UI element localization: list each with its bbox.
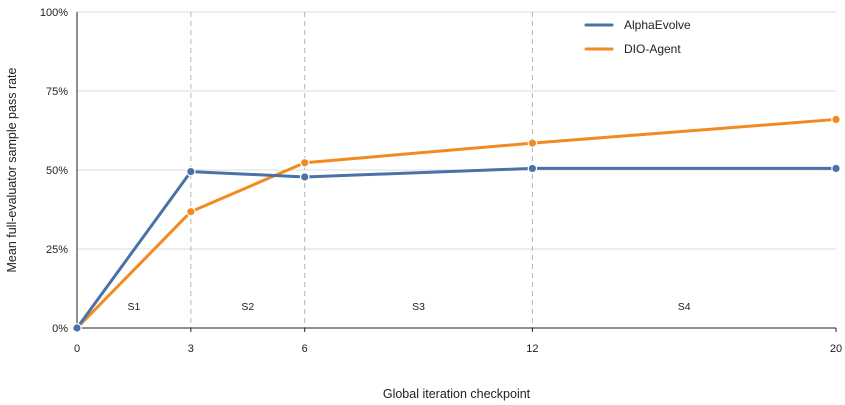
legend-label-alphaevolve: AlphaEvolve xyxy=(624,18,691,32)
stage-region-labels: S1 S2 S3 S4 xyxy=(128,301,691,313)
data-point-dio-agent xyxy=(831,114,841,125)
data-point-alphaevolve xyxy=(72,323,82,333)
x-tick-label: 20 xyxy=(830,343,842,355)
legend-item-alphaevolve: AlphaEvolve xyxy=(584,18,691,32)
gridlines xyxy=(77,11,836,250)
x-tick-label: 0 xyxy=(74,343,80,355)
series-alphaevolve xyxy=(72,163,841,333)
legend-label-dio-agent: DIO-Agent xyxy=(624,42,681,56)
legend: AlphaEvolve DIO-Agent xyxy=(584,18,691,56)
stage-label-s4: S4 xyxy=(678,301,691,313)
x-tick-label: 3 xyxy=(188,343,194,355)
y-tick-label: 25% xyxy=(46,244,68,256)
data-point-dio-agent xyxy=(186,206,196,217)
y-tick-label: 75% xyxy=(46,86,68,98)
stage-label-s1: S1 xyxy=(128,301,141,313)
series-dio-agent xyxy=(72,114,841,333)
data-point-alphaevolve xyxy=(186,166,196,177)
data-point-dio-agent xyxy=(299,157,310,168)
x-tick-labels: 0 3 6 12 20 xyxy=(74,328,842,355)
stage-label-s3: S3 xyxy=(412,301,425,313)
x-tick-label: 6 xyxy=(302,343,308,355)
x-axis-title: Global iteration checkpoint xyxy=(383,387,531,401)
stage-label-s2: S2 xyxy=(241,301,254,313)
data-point-dio-agent xyxy=(527,138,538,148)
legend-item-dio-agent: DIO-Agent xyxy=(584,42,681,56)
data-point-alphaevolve xyxy=(831,163,841,174)
y-tick-labels: 0% 25% 50% 75% 100% xyxy=(40,7,68,335)
x-tick-label: 12 xyxy=(526,343,538,355)
y-tick-label: 100% xyxy=(40,7,68,19)
data-point-alphaevolve xyxy=(527,163,538,174)
y-tick-label: 50% xyxy=(46,165,68,177)
y-tick-label: 0% xyxy=(52,323,68,335)
series-lines xyxy=(72,114,841,333)
data-point-alphaevolve xyxy=(299,172,310,182)
y-axis-title: Mean full-evaluator sample pass rate xyxy=(5,67,19,272)
